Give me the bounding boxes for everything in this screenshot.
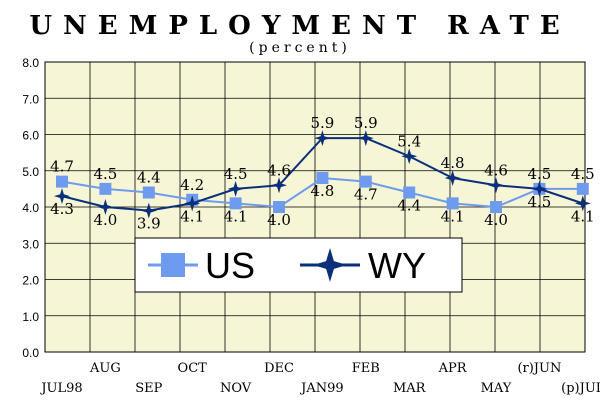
data-label-us: 4.0 — [484, 211, 508, 229]
series-group — [54, 130, 591, 219]
x-tick-label: (r)JUN — [517, 361, 561, 376]
wy-marker — [54, 188, 70, 205]
y-tick-label: 2.0 — [22, 274, 39, 288]
wy-marker — [184, 195, 201, 212]
us-marker — [142, 186, 155, 199]
us-marker — [403, 186, 416, 199]
y-tick-label: 3.0 — [22, 237, 39, 251]
wy-marker — [140, 202, 157, 219]
wy-marker — [574, 195, 591, 212]
chart-title: UNEMPLOYMENT RATE — [29, 11, 570, 41]
data-labels: 4.7 4.3 4.5 4.0 4.4 3.9 4.2 4.1 4.1 4.5 4.0 4.6 4.8 5… — [50, 114, 595, 233]
wy-marker — [401, 148, 418, 165]
us-marker — [316, 172, 329, 184]
y-tick-label: 1.0 — [22, 310, 39, 324]
legend-us-square-marker — [161, 253, 185, 277]
y-tick-label: 0.0 — [22, 346, 39, 360]
x-tick-label: APR — [438, 361, 468, 376]
data-label-us: 4.5 — [527, 165, 551, 183]
data-label-wy: 4.0 — [93, 211, 117, 229]
wy-marker — [314, 130, 331, 147]
data-label-wy: 3.9 — [137, 215, 161, 233]
data-label-wy: 4.3 — [50, 200, 74, 218]
plot-border — [44, 61, 586, 353]
x-tick-label: MAY — [481, 381, 512, 396]
wy-marker — [531, 180, 548, 197]
legend-us-label: US — [205, 245, 255, 286]
us-marker — [446, 197, 459, 210]
x-tick-label: MAR — [393, 381, 427, 396]
data-label-wy: 4.1 — [180, 207, 204, 225]
x-tick-label: FEB — [352, 361, 380, 376]
data-label-wy: 5.4 — [397, 132, 421, 150]
data-label-us: 4.7 — [354, 186, 378, 204]
x-tick-label: NOV — [220, 381, 252, 396]
data-label-wy: 4.5 — [224, 165, 248, 183]
data-label-us: 4.7 — [50, 158, 74, 176]
data-label-us: 4.4 — [397, 197, 421, 215]
legend-wy-label: WY — [368, 245, 426, 286]
x-axis-ticks: JUL98 AUG SEP OCT NOV DEC JAN99 FEB MAR APR MAY (r)… — [39, 361, 600, 396]
x-tick-label: AUG — [89, 361, 121, 376]
gridlines — [44, 61, 586, 353]
y-axis-ticks: 0.0 1.0 2.0 3.0 4.0 5.0 6.0 7.0 8.0 — [22, 56, 39, 360]
us-marker — [273, 201, 285, 213]
data-label-wy: 5.9 — [310, 114, 334, 132]
us-marker — [99, 182, 112, 195]
wy-marker — [444, 170, 461, 186]
data-label-wy: 4.6 — [267, 161, 291, 179]
data-label-us: 4.0 — [267, 211, 291, 229]
y-tick-label: 8.0 — [22, 56, 39, 70]
data-label-us: 4.4 — [137, 169, 161, 187]
wy-marker — [227, 180, 244, 197]
data-label-us: 4.1 — [441, 207, 465, 225]
us-marker — [576, 182, 589, 195]
data-label-wy: 4.8 — [441, 154, 465, 172]
data-label-us: 4.5 — [571, 165, 595, 183]
wy-marker — [97, 199, 114, 215]
wy-marker — [271, 177, 287, 194]
wy-marker — [488, 177, 504, 194]
data-label-wy: 4.1 — [571, 207, 595, 225]
chart-subtitle: (percent) — [249, 40, 351, 56]
y-tick-label: 5.0 — [22, 165, 39, 179]
wy-marker — [357, 130, 374, 147]
legend: US WY — [134, 237, 463, 293]
data-label-wy: 4.6 — [484, 161, 508, 179]
x-tick-label: JAN99 — [299, 381, 344, 396]
data-label-us: 4.1 — [224, 207, 248, 225]
y-tick-label: 7.0 — [22, 92, 39, 106]
data-label-wy: 5.9 — [354, 114, 378, 132]
legend-wy-star-marker — [313, 248, 347, 282]
us-marker — [56, 175, 68, 188]
x-tick-label: OCT — [178, 361, 208, 376]
us-marker — [490, 201, 502, 213]
y-tick-label: 6.0 — [22, 129, 39, 143]
x-tick-label: (p)JUL — [561, 381, 600, 396]
us-marker — [359, 175, 372, 188]
data-label-wy: 4.5 — [527, 193, 551, 211]
x-tick-label: DEC — [264, 361, 294, 376]
data-label-us: 4.8 — [310, 182, 334, 200]
data-label-us: 4.2 — [180, 176, 204, 194]
data-label-us: 4.5 — [93, 165, 117, 183]
x-tick-label: JUL98 — [39, 381, 82, 396]
x-tick-label: SEP — [135, 381, 162, 396]
y-tick-label: 4.0 — [22, 201, 39, 215]
us-marker — [229, 197, 242, 210]
